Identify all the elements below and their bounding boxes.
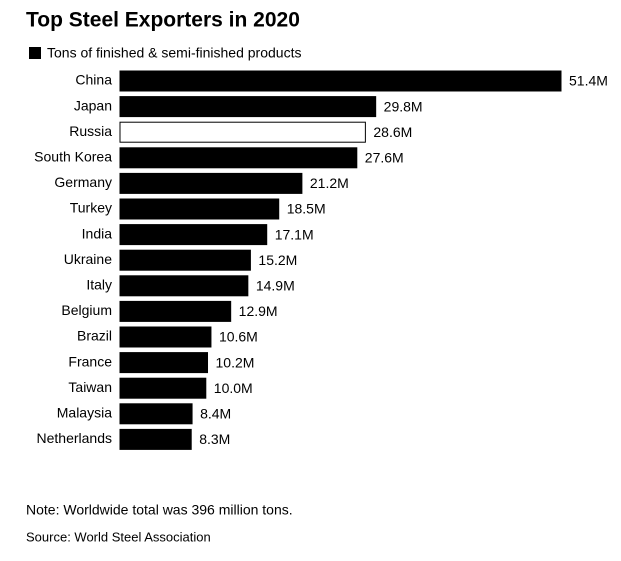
category-label: India — [82, 225, 113, 241]
value-label: 8.3M — [199, 431, 230, 447]
bar — [119, 377, 207, 399]
bar — [119, 96, 377, 118]
category-label: Turkey — [70, 200, 112, 216]
value-label: 10.2M — [216, 354, 255, 370]
value-label: 10.0M — [214, 380, 253, 396]
value-label: 10.6M — [219, 329, 258, 345]
bar — [119, 172, 303, 194]
value-label: 14.9M — [256, 278, 295, 294]
bar — [119, 198, 280, 220]
source: Source: World Steel Association — [26, 529, 211, 544]
bar — [119, 428, 192, 450]
legend-label: Tons of finished & semi-finished product… — [47, 45, 301, 61]
value-label: 27.6M — [365, 150, 404, 166]
category-label: Italy — [86, 277, 112, 293]
value-label: 21.2M — [310, 175, 349, 191]
category-label: Netherlands — [37, 430, 113, 446]
legend-swatch — [29, 47, 41, 59]
value-label: 51.4M — [569, 73, 608, 89]
bar — [119, 224, 268, 246]
value-label: 18.5M — [287, 201, 326, 217]
chart-title: Top Steel Exporters in 2020 — [26, 9, 300, 32]
category-label: Malaysia — [57, 405, 112, 421]
category-label: Taiwan — [68, 379, 112, 395]
bar — [119, 352, 209, 374]
category-label: Belgium — [61, 302, 112, 318]
value-label: 28.6M — [373, 124, 412, 140]
category-label: China — [75, 72, 112, 88]
value-label: 8.4M — [200, 406, 231, 422]
category-label: Germany — [54, 174, 112, 190]
bar — [119, 121, 366, 143]
value-label: 12.9M — [239, 303, 278, 319]
value-label: 29.8M — [384, 98, 423, 114]
category-label: Japan — [74, 97, 112, 113]
bar — [119, 300, 232, 322]
category-label: Russia — [69, 123, 112, 139]
category-label: South Korea — [34, 149, 112, 165]
bar — [119, 70, 562, 92]
bar — [119, 403, 193, 425]
category-label: Ukraine — [64, 251, 112, 267]
value-label: 15.2M — [258, 252, 297, 268]
bar — [119, 326, 212, 348]
value-label: 17.1M — [275, 226, 314, 242]
bar — [119, 147, 358, 169]
category-label: France — [68, 353, 112, 369]
category-label: Brazil — [77, 328, 112, 344]
bar — [119, 275, 249, 297]
note: Note: Worldwide total was 396 million to… — [26, 502, 293, 518]
bar — [119, 249, 251, 271]
